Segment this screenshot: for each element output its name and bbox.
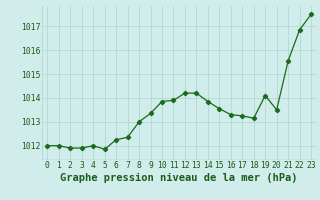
X-axis label: Graphe pression niveau de la mer (hPa): Graphe pression niveau de la mer (hPa) <box>60 173 298 183</box>
